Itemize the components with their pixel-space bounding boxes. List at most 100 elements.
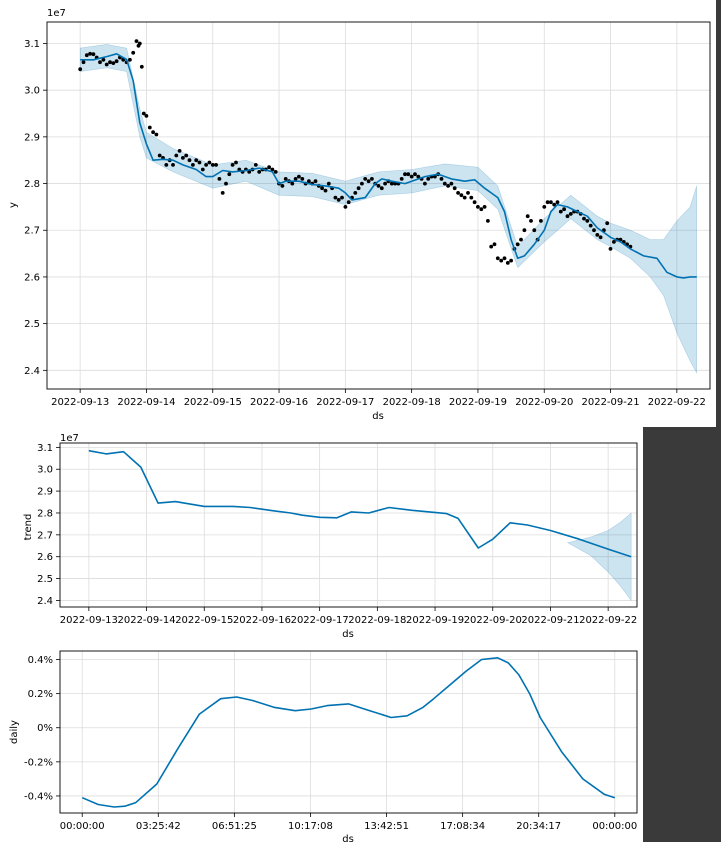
- x-tick-label: 2022-09-21: [581, 397, 639, 408]
- x-tick-label: 2022-09-20: [515, 397, 573, 408]
- observed-point: [313, 179, 318, 184]
- observed-point: [181, 156, 185, 160]
- observed-point: [197, 160, 202, 165]
- observed-point: [267, 165, 271, 170]
- observed-point: [612, 240, 616, 244]
- observed-point: [273, 170, 278, 174]
- observed-point: [127, 57, 132, 62]
- x-tick-label: 2022-09-21: [521, 615, 579, 626]
- observed-point: [562, 207, 566, 212]
- observed-point: [151, 130, 156, 135]
- observed-point: [608, 247, 613, 251]
- observed-point: [366, 179, 371, 184]
- observed-point: [525, 214, 530, 219]
- observed-point: [297, 174, 301, 179]
- observed-point: [565, 214, 570, 219]
- observed-point: [157, 153, 162, 158]
- trend-series-line: [88, 449, 632, 558]
- observed-point: [479, 207, 484, 212]
- observed-point: [389, 181, 394, 186]
- x-tick-label: 2022-09-20: [464, 615, 522, 626]
- observed-point: [462, 195, 467, 200]
- x-tick-label: 06:51:25: [212, 821, 257, 832]
- y-tick-label: 2.8: [24, 179, 40, 190]
- observed-point: [290, 181, 295, 186]
- observed-point: [595, 233, 600, 237]
- observed-point: [495, 256, 500, 261]
- observed-point: [515, 242, 520, 247]
- trend-x-label: ds: [342, 629, 354, 640]
- observed-point: [78, 67, 83, 72]
- observed-point: [139, 64, 144, 69]
- x-tick-label: 2022-09-14: [117, 397, 175, 408]
- trend-panel: 2022-09-13 2022-09-14 2022-09-15 2022-09-16…: [23, 433, 638, 640]
- observed-point: [568, 212, 573, 216]
- observed-point: [592, 228, 596, 233]
- observed-point: [141, 111, 146, 116]
- observed-point: [522, 228, 527, 233]
- observed-point: [326, 181, 331, 186]
- observed-point: [439, 177, 444, 181]
- observed-point: [552, 202, 557, 207]
- observed-point: [409, 174, 414, 179]
- observed-point: [363, 177, 368, 181]
- observed-point: [370, 177, 374, 181]
- y-tick-label: 2.7: [24, 226, 40, 237]
- x-tick-label: 13:42:51: [364, 821, 409, 832]
- observed-point: [585, 219, 590, 223]
- observed-point: [529, 219, 533, 223]
- observed-point: [456, 191, 460, 195]
- trend-line: [88, 449, 632, 558]
- x-tick-label: 10:17:08: [288, 821, 333, 832]
- observed-point: [549, 200, 553, 205]
- x-tick-label: 20:34:17: [516, 821, 561, 832]
- x-tick-label: 00:00:00: [592, 821, 637, 832]
- x-tick-label: 2022-09-17: [316, 397, 374, 408]
- observed-point: [164, 163, 169, 167]
- observed-point: [545, 200, 550, 205]
- observed-point: [489, 244, 494, 249]
- x-tick-label: 2022-09-19: [406, 615, 464, 626]
- observed-point: [413, 172, 417, 177]
- observed-point: [200, 167, 205, 172]
- observed-point: [283, 177, 288, 181]
- observed-point: [356, 186, 361, 191]
- observed-point: [320, 186, 324, 191]
- observed-point: [519, 237, 523, 242]
- observed-point: [416, 174, 421, 179]
- forecast-x-ticks: 2022-09-13 2022-09-14 2022-09-15 2022-09-16…: [51, 389, 706, 408]
- y-tick-label: 3.1: [37, 443, 53, 454]
- y-tick-label: 0%: [37, 723, 53, 734]
- observed-point: [187, 158, 192, 163]
- x-tick-label: 2022-09-15: [184, 397, 242, 408]
- observed-point: [101, 57, 106, 62]
- daily-x-label: ds: [342, 834, 354, 842]
- x-tick-label: 2022-09-16: [233, 615, 291, 626]
- x-tick-label: 00:00:00: [60, 821, 105, 832]
- observed-point: [204, 163, 209, 167]
- observed-point: [459, 193, 464, 198]
- trend-axes-frame: [59, 442, 638, 608]
- observed-point: [353, 191, 358, 195]
- trend-y-label: trend: [23, 514, 34, 541]
- x-tick-label: 2022-09-22: [579, 615, 637, 626]
- observed-point: [379, 186, 384, 191]
- observed-point: [194, 158, 199, 163]
- observed-point: [230, 163, 235, 167]
- observed-point: [476, 205, 480, 209]
- observed-point: [253, 163, 258, 167]
- observed-point: [147, 125, 152, 130]
- yhat-series-line: [80, 53, 697, 279]
- observed-point: [98, 60, 102, 65]
- observed-point: [171, 163, 175, 167]
- observed-point: [406, 172, 411, 177]
- observed-point: [466, 191, 470, 195]
- observed-point: [383, 181, 387, 186]
- forecast-uncertainty-band: [79, 44, 697, 374]
- x-tick-label: 2022-09-19: [449, 397, 507, 408]
- observed-point: [403, 172, 407, 177]
- observed-point: [323, 188, 328, 193]
- observed-point: [81, 60, 86, 65]
- observed-point: [555, 200, 560, 205]
- x-tick-label: 2022-09-17: [291, 615, 349, 626]
